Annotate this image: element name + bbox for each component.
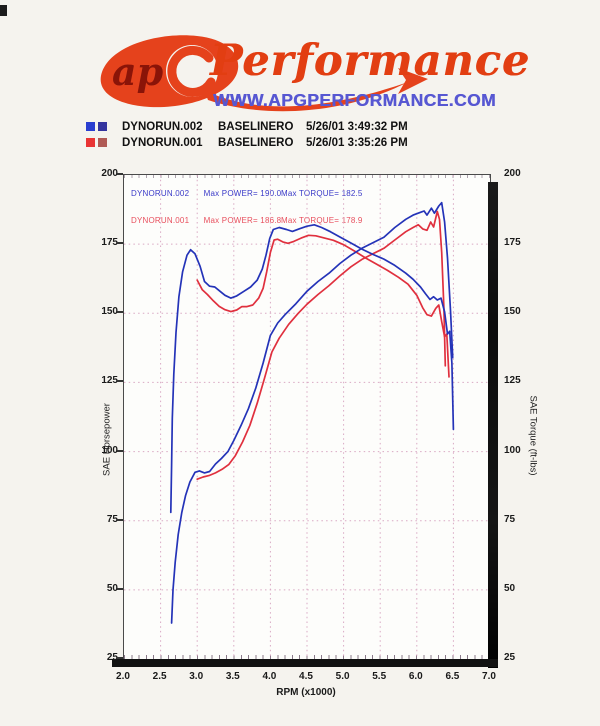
run001-power-swatch xyxy=(86,138,95,147)
run002-annotation-file: DYNORUN.002 xyxy=(131,189,190,198)
left-y-tick-label: 50 xyxy=(106,582,118,594)
run002-datetime: 5/26/01 3:49:32 PM xyxy=(306,120,408,133)
run001-max-power: Max POWER= 186.8 xyxy=(203,216,282,225)
run-legend: DYNORUN.002 BASELINERO 5/26/01 3:49:32 P… xyxy=(86,119,408,151)
run001-annotation: DYNORUN.001 Max POWER= 186.8 Max TORQUE=… xyxy=(131,216,362,225)
right-y-tick-label: 200 xyxy=(504,168,521,179)
left-y-tick-mark xyxy=(117,587,123,590)
run002-legend-text: DYNORUN.002 BASELINERO 5/26/01 3:49:32 P… xyxy=(122,121,408,133)
run002-file: DYNORUN.002 xyxy=(122,120,203,133)
curve-dynorun-002-sae-torque xyxy=(169,223,455,514)
run002-torque-swatch xyxy=(98,122,107,131)
left-y-tick-mark xyxy=(117,449,123,452)
right-y-tick-label: 125 xyxy=(504,375,521,387)
x-tick-label: 4.0 xyxy=(262,671,277,682)
left-y-tick-mark xyxy=(117,173,123,175)
left-axis-title: SAE Horsepower xyxy=(101,403,113,476)
run001-file: DYNORUN.001 xyxy=(122,136,203,149)
apg-performance-logo: ap Performance WWW.APGPERFORMANCE.COM xyxy=(92,30,562,115)
x-tick-label: 6.0 xyxy=(408,671,423,682)
right-axis-title: SAE Torque (ft-lbs) xyxy=(527,395,539,476)
logo-arrowhead xyxy=(398,68,428,94)
x-tick-label: 3.0 xyxy=(189,671,204,682)
right-y-tick-label: 25 xyxy=(504,652,516,663)
run002-annotation: DYNORUN.002 Max POWER= 190.0 Max TORQUE=… xyxy=(131,189,362,198)
run002-swatches xyxy=(86,122,110,131)
x-tick-label: 3.5 xyxy=(225,671,240,682)
legend-row-run002: DYNORUN.002 BASELINERO 5/26/01 3:49:32 P… xyxy=(86,119,408,134)
right-y-tick-label: 175 xyxy=(504,237,521,249)
left-y-tick-mark xyxy=(117,242,123,245)
logo-performance-word: Performance xyxy=(210,36,531,86)
left-y-tick-label: 75 xyxy=(106,513,118,525)
x-tick-label: 6.5 xyxy=(445,671,460,682)
run001-name: BASELINERO xyxy=(218,136,294,149)
x-tick-label: 2.0 xyxy=(116,671,130,682)
run001-datetime: 5/26/01 3:35:26 PM xyxy=(306,136,408,149)
right-y-tick-label: 150 xyxy=(504,306,521,318)
x-tick-label: 7.0 xyxy=(482,671,496,682)
x-axis-title: RPM (x1000) xyxy=(276,687,336,698)
right-y-tick-label: 75 xyxy=(504,513,516,525)
minor-ticks-top xyxy=(124,175,490,178)
left-y-tick-label: 100 xyxy=(101,444,118,456)
run002-name: BASELINERO xyxy=(218,120,294,133)
x-tick-label: 2.5 xyxy=(152,671,167,682)
run002-max-torque: Max TORQUE= 182.5 xyxy=(281,189,363,198)
logo-swoosh-tail xyxy=(204,82,408,112)
left-y-tick-label: 175 xyxy=(101,237,118,249)
dyno-curves-svg xyxy=(124,175,490,659)
left-y-tick-mark xyxy=(117,380,123,383)
minor-ticks-bottom xyxy=(124,655,490,659)
scan-heavy-bottom-border xyxy=(112,659,498,667)
website-url: WWW.APGPERFORMANCE.COM xyxy=(213,90,496,110)
run001-annotation-file: DYNORUN.001 xyxy=(131,216,190,225)
curve-dynorun-002-sae-horsepower xyxy=(170,201,454,624)
run001-swatches xyxy=(86,138,110,147)
logo-ap-text: ap xyxy=(112,49,164,94)
dyno-plot-area: DYNORUN.002 Max POWER= 190.0 Max TORQUE=… xyxy=(123,174,491,660)
legend-row-run001: DYNORUN.001 BASELINERO 5/26/01 3:35:26 P… xyxy=(86,135,408,150)
apg-logo-graphic: ap xyxy=(100,35,428,112)
left-y-tick-label: 150 xyxy=(101,306,118,318)
run002-max-power: Max POWER= 190.0 xyxy=(203,189,282,198)
scan-heavy-right-border xyxy=(488,182,498,668)
run001-max-torque: Max TORQUE= 178.9 xyxy=(281,216,363,225)
left-y-tick-label: 200 xyxy=(101,168,118,179)
left-y-tick-label: 125 xyxy=(101,375,118,387)
run001-legend-text: DYNORUN.001 BASELINERO 5/26/01 3:35:26 P… xyxy=(122,137,408,149)
right-y-tick-label: 100 xyxy=(504,444,521,456)
right-y-tick-label: 50 xyxy=(504,582,516,594)
run002-power-swatch xyxy=(86,122,95,131)
logo-g-arc xyxy=(167,45,216,97)
left-y-tick-mark xyxy=(117,311,123,314)
left-y-tick-mark xyxy=(117,657,123,659)
left-y-tick-mark xyxy=(117,518,123,521)
x-tick-label: 5.5 xyxy=(372,671,387,682)
curve-dynorun-001-sae-torque xyxy=(196,234,450,378)
curve-dynorun-001-sae-horsepower xyxy=(196,210,447,481)
scan-artifact xyxy=(0,5,7,16)
x-tick-label: 4.5 xyxy=(299,671,313,682)
run001-torque-swatch xyxy=(98,138,107,147)
x-tick-label: 5.0 xyxy=(335,671,350,682)
left-y-tick-label: 25 xyxy=(106,652,118,663)
